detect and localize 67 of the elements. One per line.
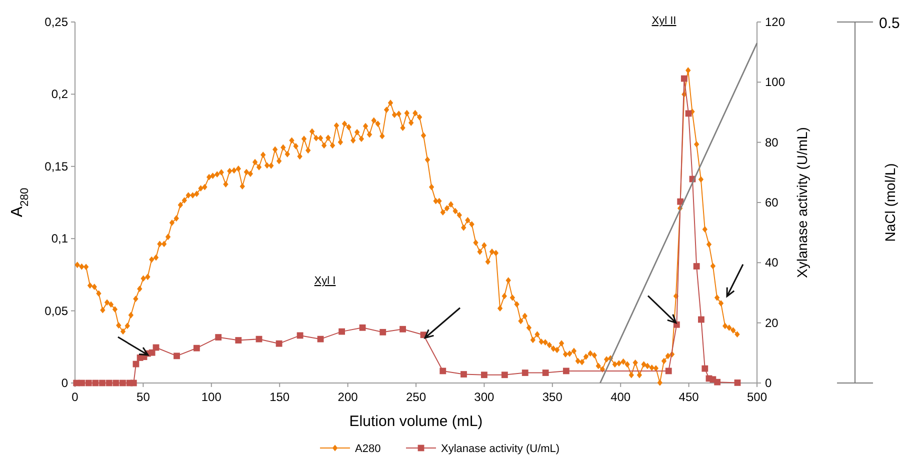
point bbox=[714, 378, 721, 386]
point bbox=[400, 326, 406, 332]
point bbox=[78, 380, 86, 386]
point bbox=[317, 336, 324, 342]
point bbox=[677, 198, 684, 205]
point bbox=[702, 365, 708, 372]
point bbox=[276, 340, 282, 347]
y-tick-label: 0,1 bbox=[51, 232, 68, 246]
point bbox=[380, 328, 386, 336]
y2-axis-title: Xylanase activity (U/mL) bbox=[794, 127, 810, 278]
x-tick-label: 450 bbox=[678, 390, 700, 404]
x-tick-label: 200 bbox=[338, 390, 358, 404]
point bbox=[522, 370, 528, 376]
point bbox=[85, 380, 92, 386]
point bbox=[440, 368, 446, 374]
y-tick-label: 0,2 bbox=[51, 87, 68, 102]
text: 0.5 bbox=[879, 15, 900, 32]
x-tick-label: 250 bbox=[406, 390, 426, 404]
point bbox=[460, 371, 467, 378]
x-tick-label: 300 bbox=[474, 390, 495, 404]
point bbox=[148, 349, 156, 356]
point bbox=[215, 334, 222, 340]
point bbox=[112, 380, 120, 386]
x-tick-label: 0 bbox=[72, 390, 79, 404]
x-tick-label: 500 bbox=[746, 390, 768, 404]
point bbox=[665, 368, 672, 374]
y3-axis-title: NaCl (mol/L) bbox=[882, 163, 898, 242]
annotation: Xyl I bbox=[314, 275, 336, 287]
point bbox=[174, 352, 180, 360]
legend-label: A280 bbox=[355, 443, 381, 455]
point bbox=[698, 316, 704, 323]
y2-tick-label: 0 bbox=[765, 376, 772, 390]
point bbox=[542, 370, 549, 376]
point bbox=[338, 328, 345, 335]
x-tick-label: 350 bbox=[542, 390, 563, 404]
y2-tick-label: 60 bbox=[765, 196, 779, 210]
point bbox=[562, 368, 570, 374]
y-tick-label: 0,15 bbox=[44, 159, 68, 174]
y-tick-label: 0,05 bbox=[44, 304, 68, 318]
point bbox=[235, 337, 242, 344]
point bbox=[296, 332, 304, 339]
y2-tick-label: 100 bbox=[765, 75, 786, 90]
legend-label: Xylanase activity (U/mL) bbox=[441, 443, 560, 455]
point bbox=[680, 75, 688, 82]
point bbox=[193, 344, 200, 352]
point bbox=[693, 263, 700, 270]
x-tick-label: 150 bbox=[270, 390, 290, 404]
point bbox=[734, 380, 741, 386]
y2-tick-label: 40 bbox=[765, 256, 779, 270]
x-tick-label: 100 bbox=[201, 390, 222, 404]
point bbox=[130, 380, 137, 386]
x-tick-label: 50 bbox=[136, 390, 150, 404]
point bbox=[99, 380, 106, 386]
y2-tick-label: 80 bbox=[765, 135, 779, 150]
point bbox=[120, 380, 126, 386]
annotation: Xyl II bbox=[652, 15, 676, 27]
point bbox=[256, 336, 262, 342]
y2-tick-label: 120 bbox=[765, 15, 786, 29]
y-tick-label: 0,25 bbox=[44, 15, 68, 29]
x-axis-title: Elution volume (mL) bbox=[349, 413, 483, 430]
point bbox=[106, 380, 112, 386]
point bbox=[501, 372, 508, 378]
y-tick-label: 0 bbox=[61, 376, 68, 390]
y2-tick-label: 20 bbox=[765, 316, 779, 330]
point bbox=[481, 372, 488, 378]
point bbox=[359, 324, 366, 331]
x-tick-label: 400 bbox=[610, 390, 631, 404]
